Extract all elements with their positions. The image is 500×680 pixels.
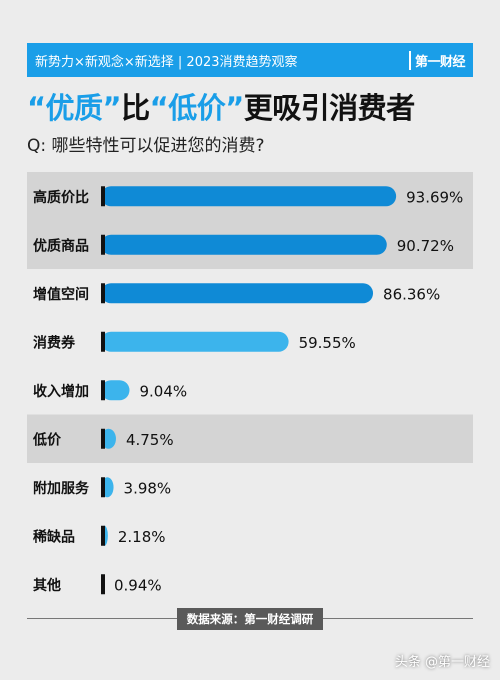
- bar-start-marker: [101, 186, 105, 207]
- source-line-left: [27, 618, 177, 619]
- bar-start-marker: [101, 331, 105, 352]
- watermark: 头条 @第一财经: [394, 655, 490, 670]
- brand-logo: 第一财经: [408, 50, 466, 70]
- category-label: 优质商品: [33, 237, 89, 254]
- value-label: 2.18%: [118, 528, 166, 546]
- page-headline: “优质”比“低价”更吸引消费者: [27, 85, 477, 127]
- row-highlight: [27, 414, 473, 463]
- value-label: 90.72%: [397, 237, 454, 255]
- value-label: 3.98%: [124, 479, 172, 497]
- headline-quality: “优质”: [27, 91, 122, 125]
- bar-start-marker: [101, 574, 105, 595]
- category-label: 收入增加: [33, 383, 89, 400]
- value-label: 9.04%: [139, 382, 187, 400]
- bar: [101, 331, 289, 352]
- category-label: 消费券: [33, 334, 76, 351]
- value-label: 4.75%: [126, 431, 174, 449]
- bar: [101, 186, 397, 207]
- headline-rest: 更吸引消费者: [243, 91, 416, 125]
- bar-start-marker: [101, 477, 105, 498]
- bar-start-marker: [101, 525, 105, 546]
- category-label: 高质价比: [33, 189, 89, 206]
- value-label: 93.69%: [406, 188, 463, 206]
- bar: [101, 234, 387, 255]
- category-label: 增值空间: [33, 286, 89, 303]
- bar-start-marker: [101, 234, 105, 255]
- bar: [101, 380, 130, 401]
- category-label: 低价: [32, 431, 62, 448]
- bar-start-marker: [101, 428, 105, 449]
- bar: [101, 283, 374, 304]
- source-line-right: [323, 618, 473, 619]
- category-label: 附加服务: [33, 480, 90, 497]
- banner-title: 新势力×新观念×新选择 | 2023消费趋势观察: [35, 54, 298, 70]
- bar-start-marker: [101, 283, 105, 304]
- category-label: 稀缺品: [33, 528, 75, 545]
- category-label: 其他: [33, 577, 61, 594]
- value-label: 59.55%: [299, 334, 356, 352]
- header-banner: 新势力×新观念×新选择 | 2023消费趋势观察 第一财经: [27, 43, 473, 77]
- source-label: 数据来源：第一财经调研: [177, 608, 323, 630]
- headline-lowprice: “低价”: [149, 91, 245, 125]
- value-label: 0.94%: [114, 576, 162, 594]
- value-label: 86.36%: [383, 285, 440, 303]
- bar-start-marker: [101, 380, 105, 401]
- survey-question: Q: 哪些特性可以促进您的消费?: [27, 136, 265, 156]
- headline-than: 比: [121, 91, 150, 125]
